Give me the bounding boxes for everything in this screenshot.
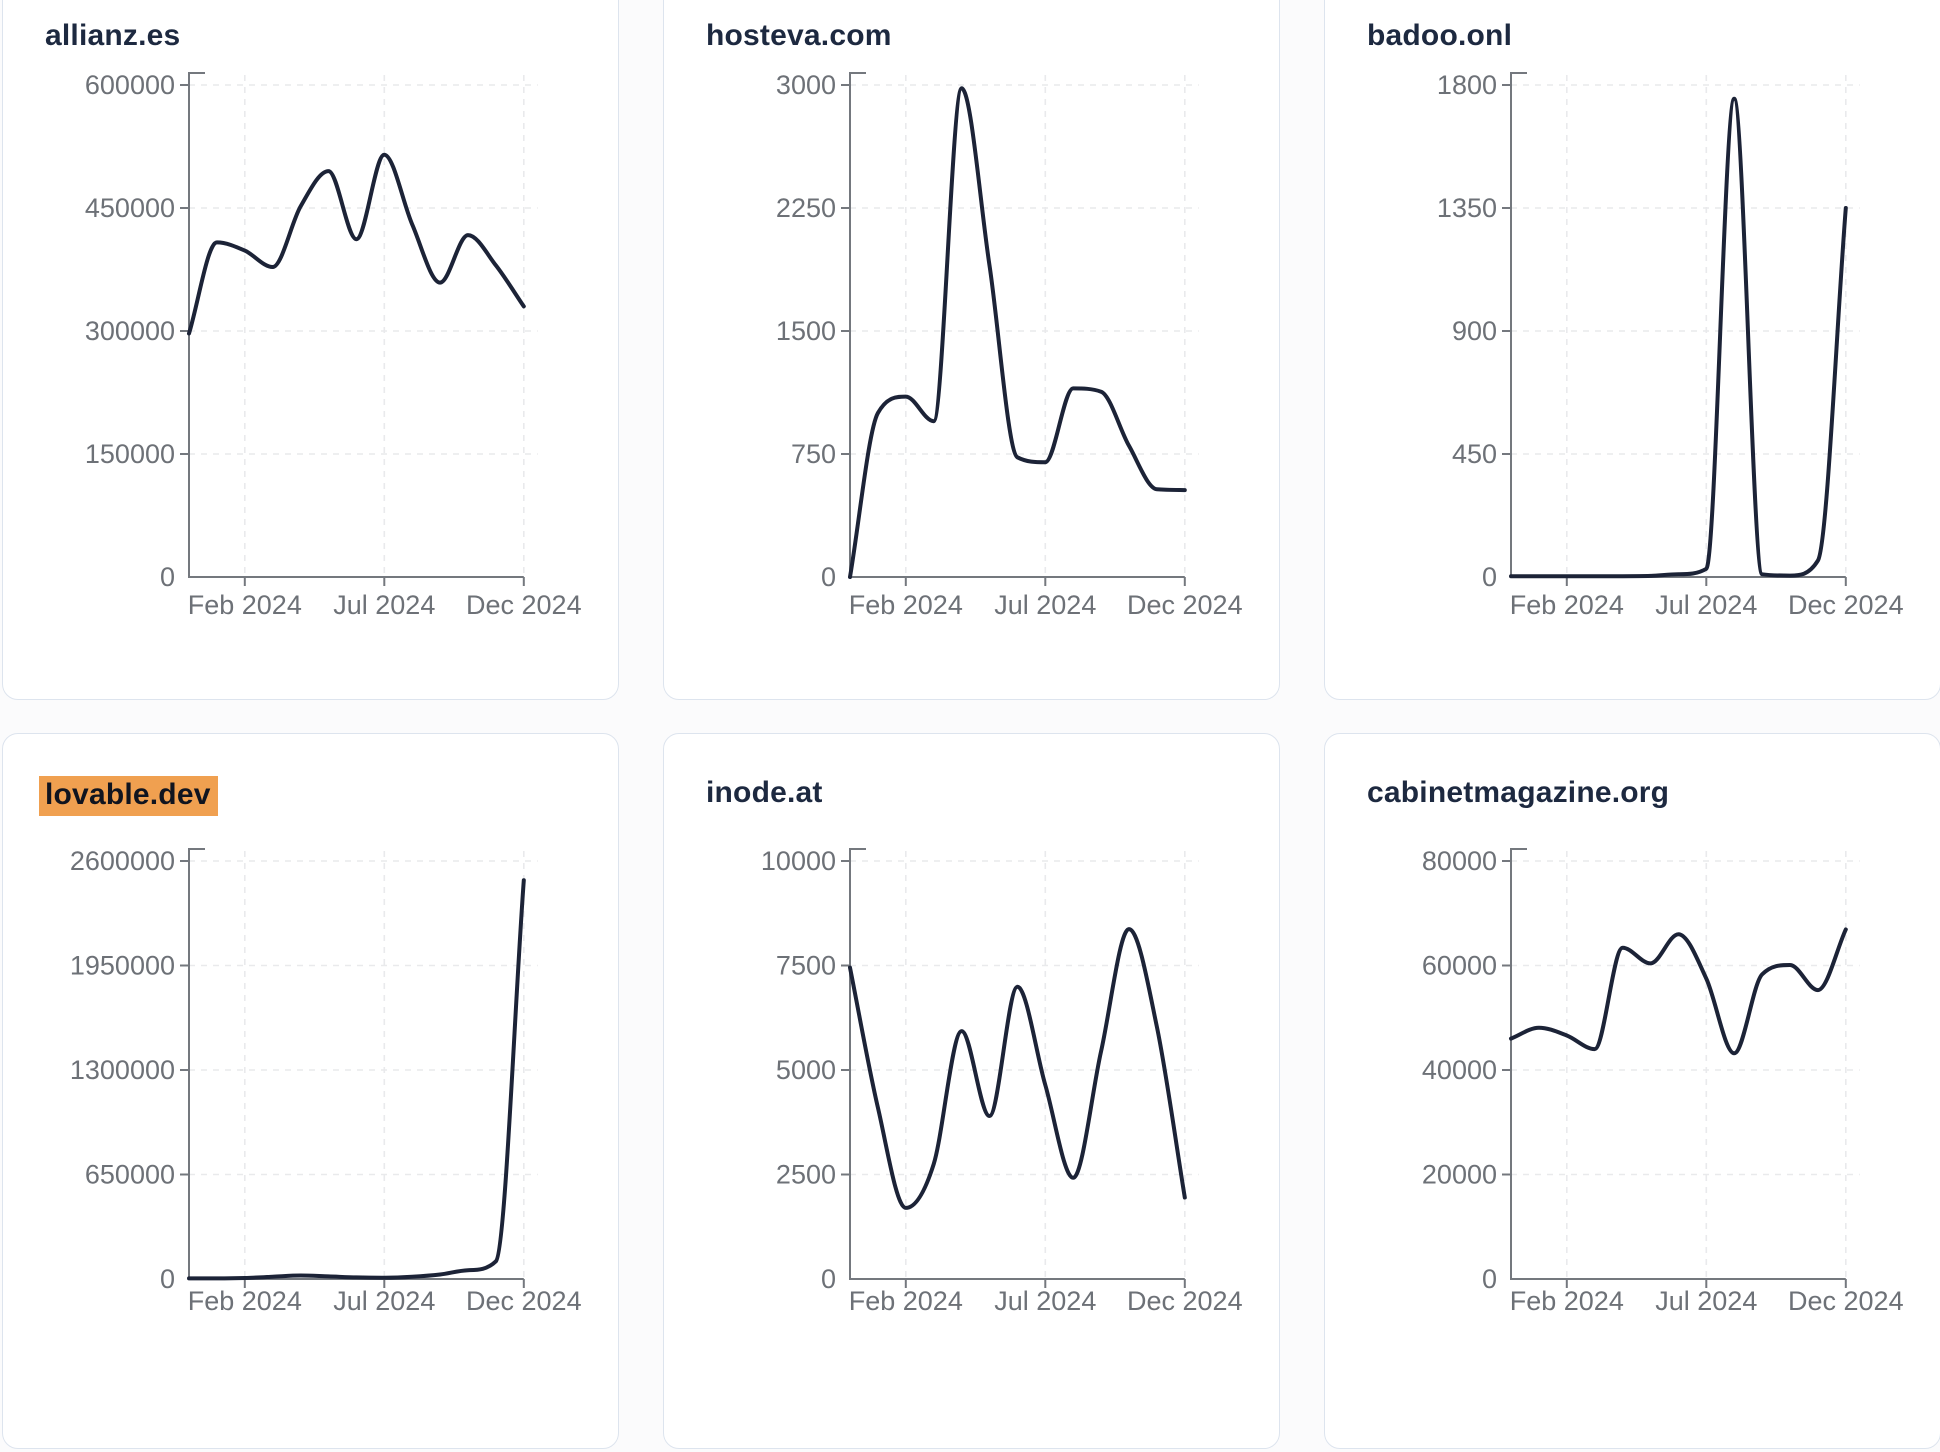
card-title: inode.at (706, 776, 823, 810)
svg-text:2500: 2500 (776, 1160, 836, 1190)
domain-card-badoo[interactable]: badoo.onl 0 450 900 1350 1800 Feb 2024 Jul 202… (1324, 0, 1940, 700)
svg-text:900: 900 (1452, 316, 1497, 346)
svg-text:Jul 2024: Jul 2024 (1655, 1286, 1757, 1316)
svg-text:Jul 2024: Jul 2024 (333, 590, 435, 620)
svg-text:Dec 2024: Dec 2024 (1127, 590, 1243, 620)
domain-name: lovable.dev (39, 776, 218, 816)
svg-text:1950000: 1950000 (70, 951, 175, 981)
domain-card-allianz[interactable]: allianz.es 0 150000 300000 450000 600000 Feb … (2, 0, 619, 700)
svg-text:Dec 2024: Dec 2024 (1788, 590, 1904, 620)
svg-text:300000: 300000 (85, 316, 175, 346)
card-title: hosteva.com (706, 19, 892, 53)
svg-text:7500: 7500 (776, 951, 836, 981)
traffic-line-chart: 0 2500 5000 7500 10000 Feb 2024 Jul 2024 Dec 20… (761, 846, 1243, 1316)
svg-text:Feb 2024: Feb 2024 (1510, 590, 1624, 620)
svg-text:5000: 5000 (776, 1055, 836, 1085)
svg-text:650000: 650000 (85, 1160, 175, 1190)
svg-text:Feb 2024: Feb 2024 (188, 1286, 302, 1316)
svg-text:Feb 2024: Feb 2024 (849, 590, 963, 620)
svg-text:Dec 2024: Dec 2024 (466, 590, 582, 620)
svg-text:0: 0 (160, 1264, 175, 1294)
svg-text:Jul 2024: Jul 2024 (1655, 590, 1757, 620)
svg-text:150000: 150000 (85, 439, 175, 469)
svg-text:Dec 2024: Dec 2024 (1127, 1286, 1243, 1316)
svg-text:600000: 600000 (85, 70, 175, 100)
svg-text:Feb 2024: Feb 2024 (1510, 1286, 1624, 1316)
svg-text:Dec 2024: Dec 2024 (1788, 1286, 1904, 1316)
svg-text:1800: 1800 (1437, 70, 1497, 100)
domain-name: inode.at (706, 776, 823, 809)
svg-text:450: 450 (1452, 439, 1497, 469)
domain-card-hosteva[interactable]: hosteva.com 0 750 1500 2250 3000 Feb 2024 Jul … (663, 0, 1280, 700)
card-title: badoo.onl (1367, 19, 1512, 53)
svg-text:Jul 2024: Jul 2024 (994, 590, 1096, 620)
svg-text:0: 0 (821, 562, 836, 592)
svg-text:1500: 1500 (776, 316, 836, 346)
svg-text:1350: 1350 (1437, 193, 1497, 223)
svg-text:450000: 450000 (85, 193, 175, 223)
traffic-line-chart: 0 20000 40000 60000 80000 Feb 2024 Jul 2024 Dec… (1422, 846, 1904, 1316)
card-title: allianz.es (45, 19, 180, 53)
traffic-line-chart: 0 150000 300000 450000 600000 Feb 2024 Jul 202… (85, 70, 582, 620)
domain-name: badoo.onl (1367, 19, 1513, 52)
traffic-line-chart: 0 750 1500 2250 3000 Feb 2024 Jul 2024 Dec 2024 (776, 70, 1243, 620)
svg-text:Jul 2024: Jul 2024 (994, 1286, 1096, 1316)
svg-text:0: 0 (821, 1264, 836, 1294)
domain-card-cabinetmagazine[interactable]: cabinetmagazine.org 0 20000 40000 60000 8000… (1324, 733, 1940, 1449)
domain-name: allianz.es (45, 19, 181, 52)
svg-text:0: 0 (1482, 1264, 1497, 1294)
domain-card-lovable[interactable]: lovable.dev 0 650000 1300000 1950000 2600000… (2, 733, 619, 1449)
svg-text:10000: 10000 (761, 846, 836, 876)
svg-text:Feb 2024: Feb 2024 (188, 590, 302, 620)
domain-name: hosteva.com (706, 19, 892, 52)
svg-text:750: 750 (791, 439, 836, 469)
svg-text:80000: 80000 (1422, 846, 1497, 876)
domain-card-inode[interactable]: inode.at 0 2500 5000 7500 10000 Feb 2024 Jul 2… (663, 733, 1280, 1449)
svg-text:0: 0 (1482, 562, 1497, 592)
traffic-line-chart: 0 450 900 1350 1800 Feb 2024 Jul 2024 Dec 2024 (1437, 70, 1904, 620)
svg-text:2600000: 2600000 (70, 846, 175, 876)
svg-text:Dec 2024: Dec 2024 (466, 1286, 582, 1316)
svg-text:Feb 2024: Feb 2024 (849, 1286, 963, 1316)
svg-text:20000: 20000 (1422, 1160, 1497, 1190)
domain-name: cabinetmagazine.org (1367, 776, 1670, 809)
svg-text:60000: 60000 (1422, 951, 1497, 981)
svg-text:Jul 2024: Jul 2024 (333, 1286, 435, 1316)
traffic-line-chart: 0 650000 1300000 1950000 2600000 Feb 2024 Jul … (70, 846, 582, 1316)
svg-text:1300000: 1300000 (70, 1055, 175, 1085)
svg-text:0: 0 (160, 562, 175, 592)
card-title: cabinetmagazine.org (1367, 776, 1669, 810)
svg-text:40000: 40000 (1422, 1055, 1497, 1085)
svg-text:2250: 2250 (776, 193, 836, 223)
card-title: lovable.dev (39, 776, 218, 816)
svg-text:3000: 3000 (776, 70, 836, 100)
